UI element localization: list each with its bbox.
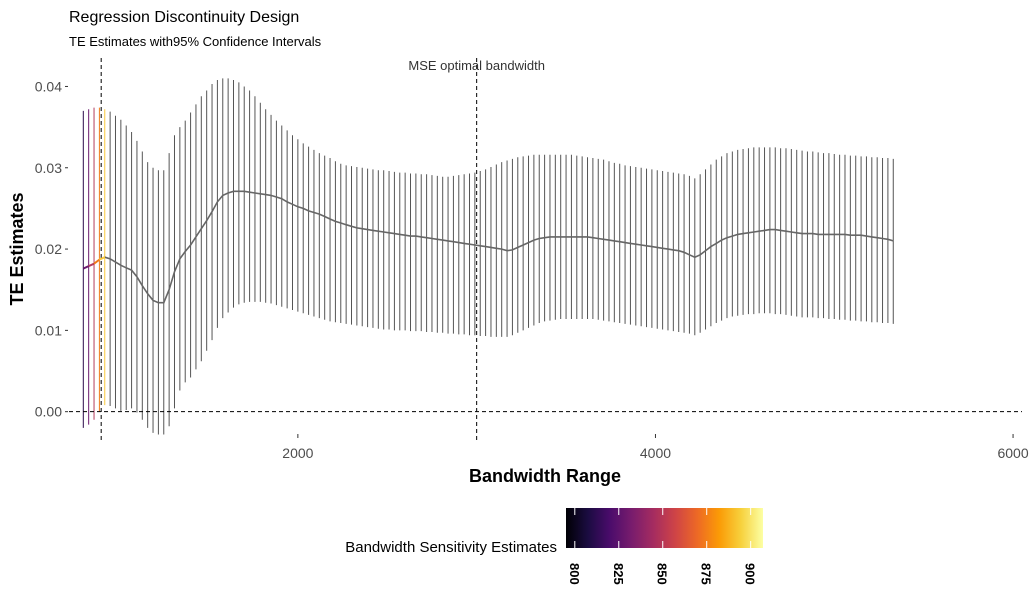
y-tick-label: 0.03 bbox=[35, 160, 62, 176]
estimate-highlight-segment bbox=[98, 256, 106, 261]
legend-tick-label: 825 bbox=[611, 563, 626, 585]
confidence-interval-bars bbox=[82, 78, 894, 435]
y-tick-label: 0.02 bbox=[35, 241, 62, 257]
mse-optimal-bandwidth-label: MSE optimal bandwidth bbox=[408, 58, 545, 73]
legend-tick-label: 850 bbox=[655, 563, 670, 585]
legend-tick-label: 900 bbox=[743, 563, 758, 585]
legend-ticks: 800 825 850 875 900 bbox=[567, 508, 758, 585]
chart-title: Regression Discontinuity Design bbox=[69, 9, 299, 26]
legend-tick-label: 875 bbox=[699, 563, 714, 585]
x-axis-title: Bandwidth Range bbox=[469, 466, 621, 486]
reference-lines bbox=[69, 58, 1022, 440]
legend-tick-label: 800 bbox=[567, 563, 582, 585]
y-tick-label: 0.01 bbox=[35, 322, 62, 338]
y-axis: 0.00 0.01 0.02 0.03 0.04 bbox=[35, 78, 68, 420]
y-tick-label: 0.04 bbox=[35, 78, 62, 94]
estimate-line bbox=[104, 190, 894, 304]
estimate-highlight-segment bbox=[82, 265, 90, 270]
legend-colorbar bbox=[566, 508, 763, 548]
y-tick-label: 0.00 bbox=[35, 404, 62, 420]
x-tick-label: 4000 bbox=[640, 445, 671, 461]
color-legend: Bandwidth Sensitivity Estimates 800 825 85… bbox=[345, 508, 763, 585]
estimate-highlight-segment bbox=[93, 258, 100, 265]
estimate-highlight-segment bbox=[88, 262, 95, 268]
y-axis-title: TE Estimates bbox=[7, 192, 27, 305]
estimate-line-group bbox=[82, 190, 894, 304]
x-tick-label: 2000 bbox=[282, 445, 313, 461]
x-tick-label: 6000 bbox=[997, 445, 1028, 461]
x-axis: 2000 4000 6000 bbox=[282, 434, 1029, 461]
legend-title: Bandwidth Sensitivity Estimates bbox=[345, 539, 557, 556]
chart-subtitle: TE Estimates with95% Confidence Interval… bbox=[69, 34, 322, 49]
